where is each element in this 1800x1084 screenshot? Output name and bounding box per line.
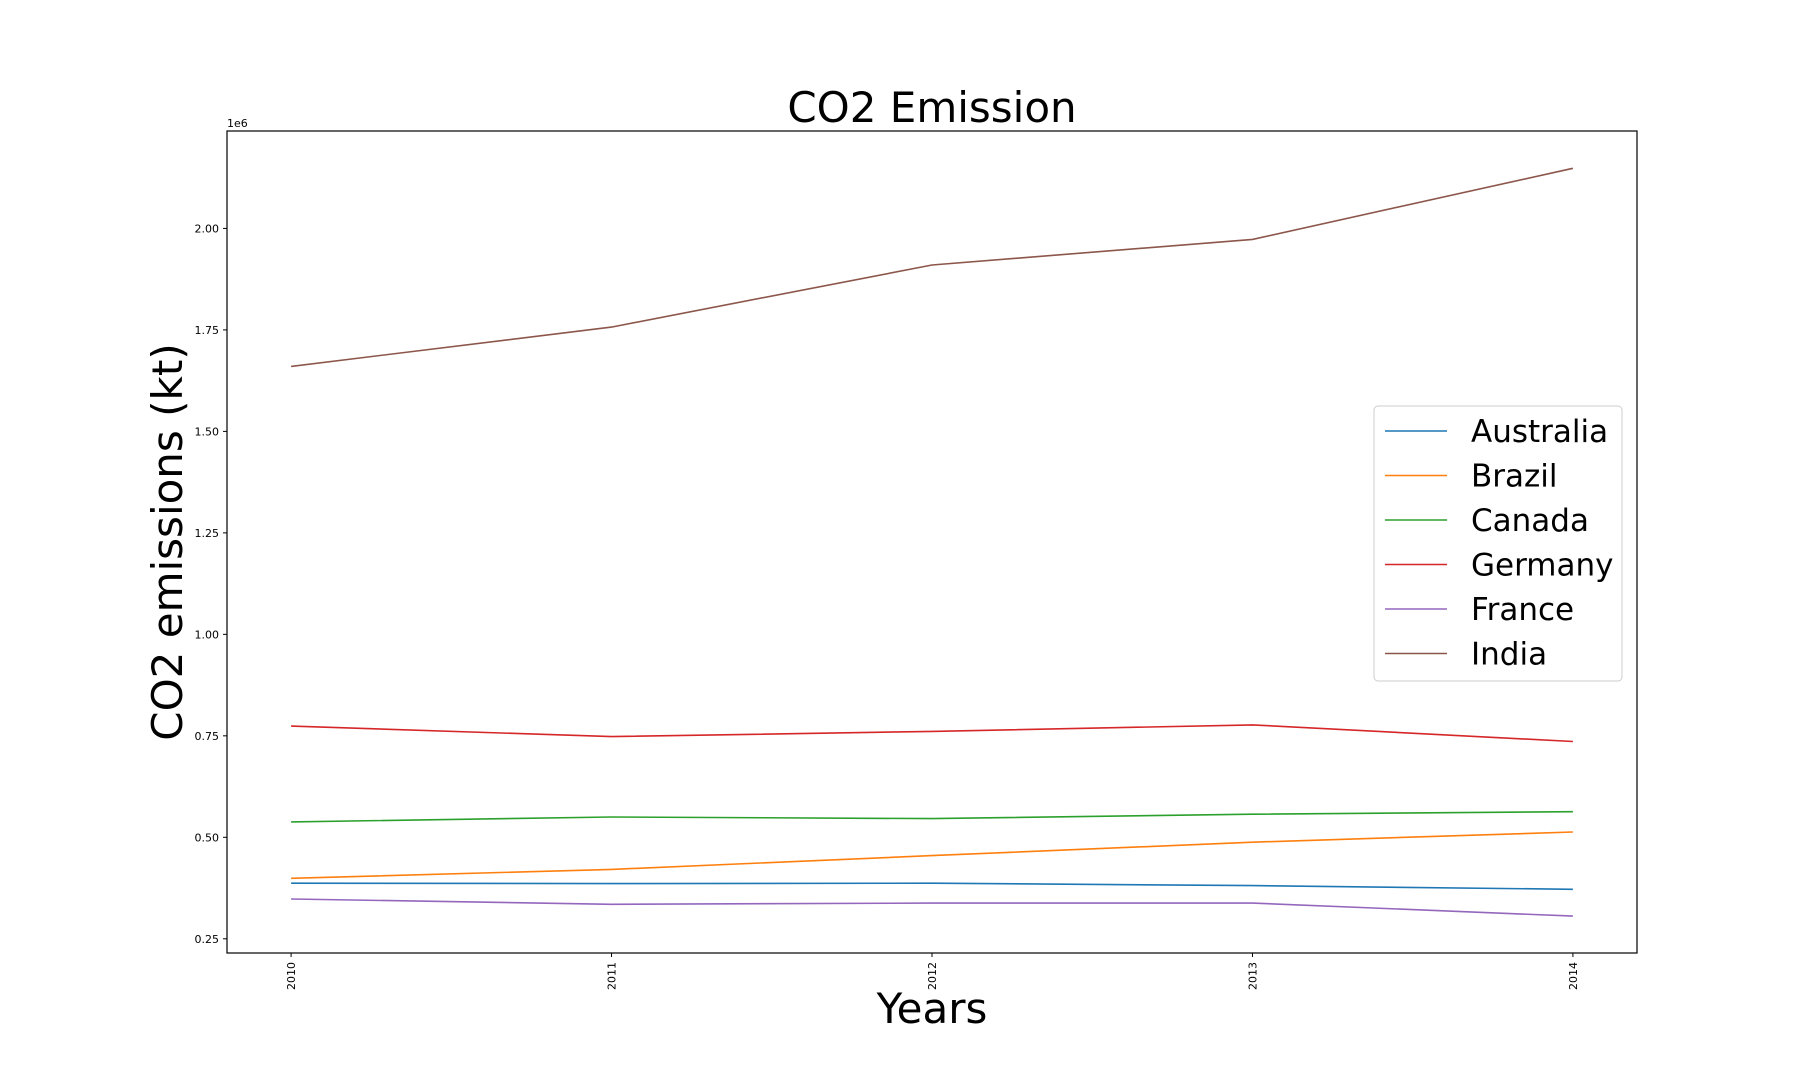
y-tick-label: 1.25 (195, 527, 220, 540)
x-tick-label: 2011 (606, 962, 619, 990)
series-line-australia (291, 882, 1573, 891)
y-tick-label: 1.00 (195, 628, 220, 641)
y-tick-label: 2.00 (195, 222, 220, 235)
series-layer (291, 167, 1574, 917)
x-tick-label: 2014 (1567, 962, 1580, 990)
legend-label-india: India (1471, 637, 1547, 673)
y-tick-label: 0.25 (195, 933, 220, 946)
x-axis-label: Years (876, 984, 988, 1033)
y-offset-label: 1e6 (227, 117, 248, 130)
legend-label-brazil: Brazil (1471, 459, 1558, 495)
y-axis-label: CO2 emissions (kt) (143, 343, 192, 740)
series-line-france (291, 898, 1573, 917)
series-line-canada (291, 810, 1573, 823)
legend-label-germany: Germany (1471, 548, 1613, 584)
x-tick-label: 2013 (1246, 962, 1259, 990)
series-line-india (291, 167, 1574, 368)
legend-label-canada: Canada (1471, 503, 1589, 539)
y-tick-label: 0.75 (195, 730, 220, 743)
x-tick-label: 2010 (285, 962, 298, 990)
y-tick-label: 1.50 (195, 425, 220, 438)
series-line-brazil (291, 831, 1573, 880)
legend-label-france: France (1471, 592, 1574, 628)
legend: Australia Brazil Canada Germany France India (1373, 405, 1623, 682)
legend-label-australia: Australia (1471, 414, 1608, 450)
series-line-germany (291, 724, 1573, 743)
y-tick-label: 0.50 (195, 831, 220, 844)
y-axis-ticks: 0.25 0.50 0.75 1.00 1.25 1.50 1.75 2.00 (195, 222, 227, 946)
chart-title: CO2 Emission (787, 83, 1076, 132)
x-tick-label: 2012 (926, 962, 939, 990)
y-tick-label: 1.75 (195, 324, 220, 337)
x-axis-ticks: 2010 2011 2012 2013 2014 (285, 953, 1580, 990)
